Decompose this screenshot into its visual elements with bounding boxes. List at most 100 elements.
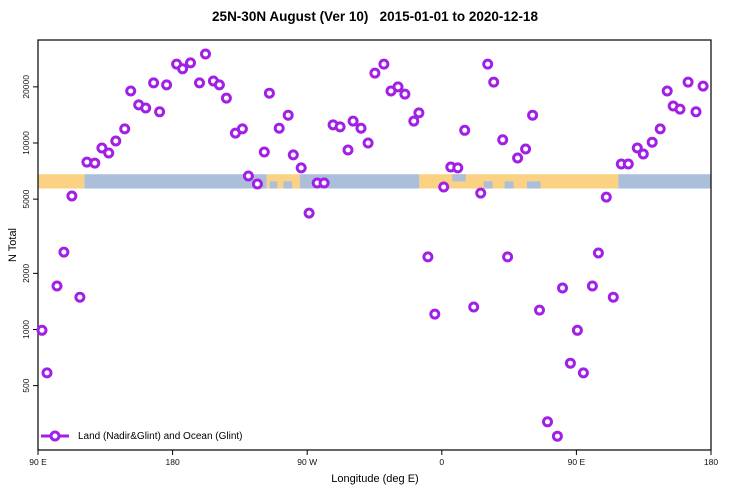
scatter-point [637, 148, 649, 160]
land-ocean-band-segment [84, 174, 267, 189]
scatter-point [161, 79, 173, 91]
scatter-point [154, 106, 166, 118]
plot-border [37, 39, 712, 451]
scatter-point [674, 103, 686, 115]
x-tick-label: 180 [704, 457, 718, 467]
scatter-point [488, 76, 500, 88]
scatter-point [96, 142, 108, 154]
ocean-patch [269, 181, 278, 189]
scatter-point [622, 158, 634, 170]
scatter-point [200, 48, 211, 60]
scatter-point [110, 135, 122, 147]
scatter-point [586, 280, 598, 292]
scatter-point [631, 142, 643, 154]
scatter-point [236, 123, 248, 135]
scatter-point [148, 77, 160, 89]
scatter-point [497, 134, 509, 146]
scatter-point [74, 291, 86, 303]
scatter-point [682, 76, 694, 88]
scatter-point [263, 87, 275, 99]
scatter-point [527, 109, 539, 121]
scatter-point [697, 80, 709, 92]
scatter-point [571, 324, 583, 336]
scatter-point [303, 207, 315, 219]
scatter-point [273, 122, 285, 134]
scatter-point [251, 178, 263, 190]
scatter-point [534, 304, 545, 316]
scatter-point [482, 58, 494, 70]
ocean-patch [452, 174, 466, 182]
scatter-point [378, 58, 390, 70]
scatter-point [564, 357, 576, 369]
scatter-point [194, 77, 205, 89]
scatter-point [512, 152, 524, 164]
y-axis-title: N Total [7, 227, 19, 263]
scatter-point [362, 137, 374, 149]
land-ocean-band-segment [618, 174, 711, 189]
land-ocean-band-segment [419, 174, 619, 189]
scatter-point [89, 157, 101, 169]
scatter-point [438, 181, 450, 193]
ocean-patch [527, 181, 541, 189]
scatter-point [413, 107, 425, 119]
land-ocean-band-segment [38, 174, 85, 189]
scatter-point [429, 308, 441, 320]
scatter-point [140, 102, 152, 114]
scatter-point [185, 57, 196, 69]
scatter-point [690, 106, 702, 118]
scatter-point [654, 123, 666, 135]
ocean-patch [483, 181, 493, 189]
scatter-point [399, 88, 411, 100]
scatter-point [258, 146, 270, 158]
scatter-point [342, 144, 354, 156]
scatter-point [41, 367, 53, 379]
scatter-point [347, 115, 359, 127]
scatter-point [607, 291, 619, 303]
chart-title: 25N-30N August (Ver 10) 2015-01-01 to 20… [212, 9, 538, 24]
scatter-point [422, 251, 434, 263]
scatter-point [51, 280, 63, 292]
scatter-point [408, 115, 420, 127]
scatter-point [542, 416, 553, 428]
scatter-point [220, 92, 232, 104]
scatter-point [103, 147, 115, 159]
scatter-point [242, 170, 254, 182]
scatter-point [392, 81, 404, 93]
y-tick-label: 5000 [21, 189, 31, 208]
x-tick-label: 180 [166, 457, 180, 467]
scatter-point [600, 191, 612, 203]
scatter-point [295, 162, 307, 174]
scatter-point [369, 67, 381, 79]
ocean-patch [283, 181, 293, 189]
scatter-point [475, 187, 487, 199]
scatter-point [119, 123, 131, 135]
scatter-point [334, 121, 346, 133]
y-tick-label: 1000 [21, 320, 31, 339]
scatter-point [520, 143, 532, 155]
scatter-point [577, 367, 589, 379]
legend: Land (Nadir&Glint) and Ocean (Glint) [40, 428, 243, 444]
x-tick-label: 90 E [568, 457, 586, 467]
y-tick-label: 10000 [21, 131, 31, 155]
scatter-point [502, 251, 514, 263]
scatter-point [592, 247, 604, 259]
scatter-point [459, 124, 471, 136]
ocean-patch [504, 181, 514, 189]
scatter-point [125, 85, 137, 97]
scatter-point [58, 246, 70, 258]
scatter-point [452, 162, 464, 174]
scatter-point [66, 190, 78, 202]
land-ocean-band-segment [299, 174, 420, 189]
x-tick-label: 90 E [29, 457, 47, 467]
scatter-point [661, 85, 673, 97]
scatter-point [468, 301, 480, 313]
scatter-point [318, 177, 330, 189]
x-axis-title: Longitude (deg E) [331, 473, 419, 485]
scatter-point [213, 79, 225, 91]
scatter-point [355, 122, 367, 134]
scatter-point [36, 324, 48, 336]
scatter-point [177, 63, 189, 75]
x-tick-label: 0 [439, 457, 444, 467]
